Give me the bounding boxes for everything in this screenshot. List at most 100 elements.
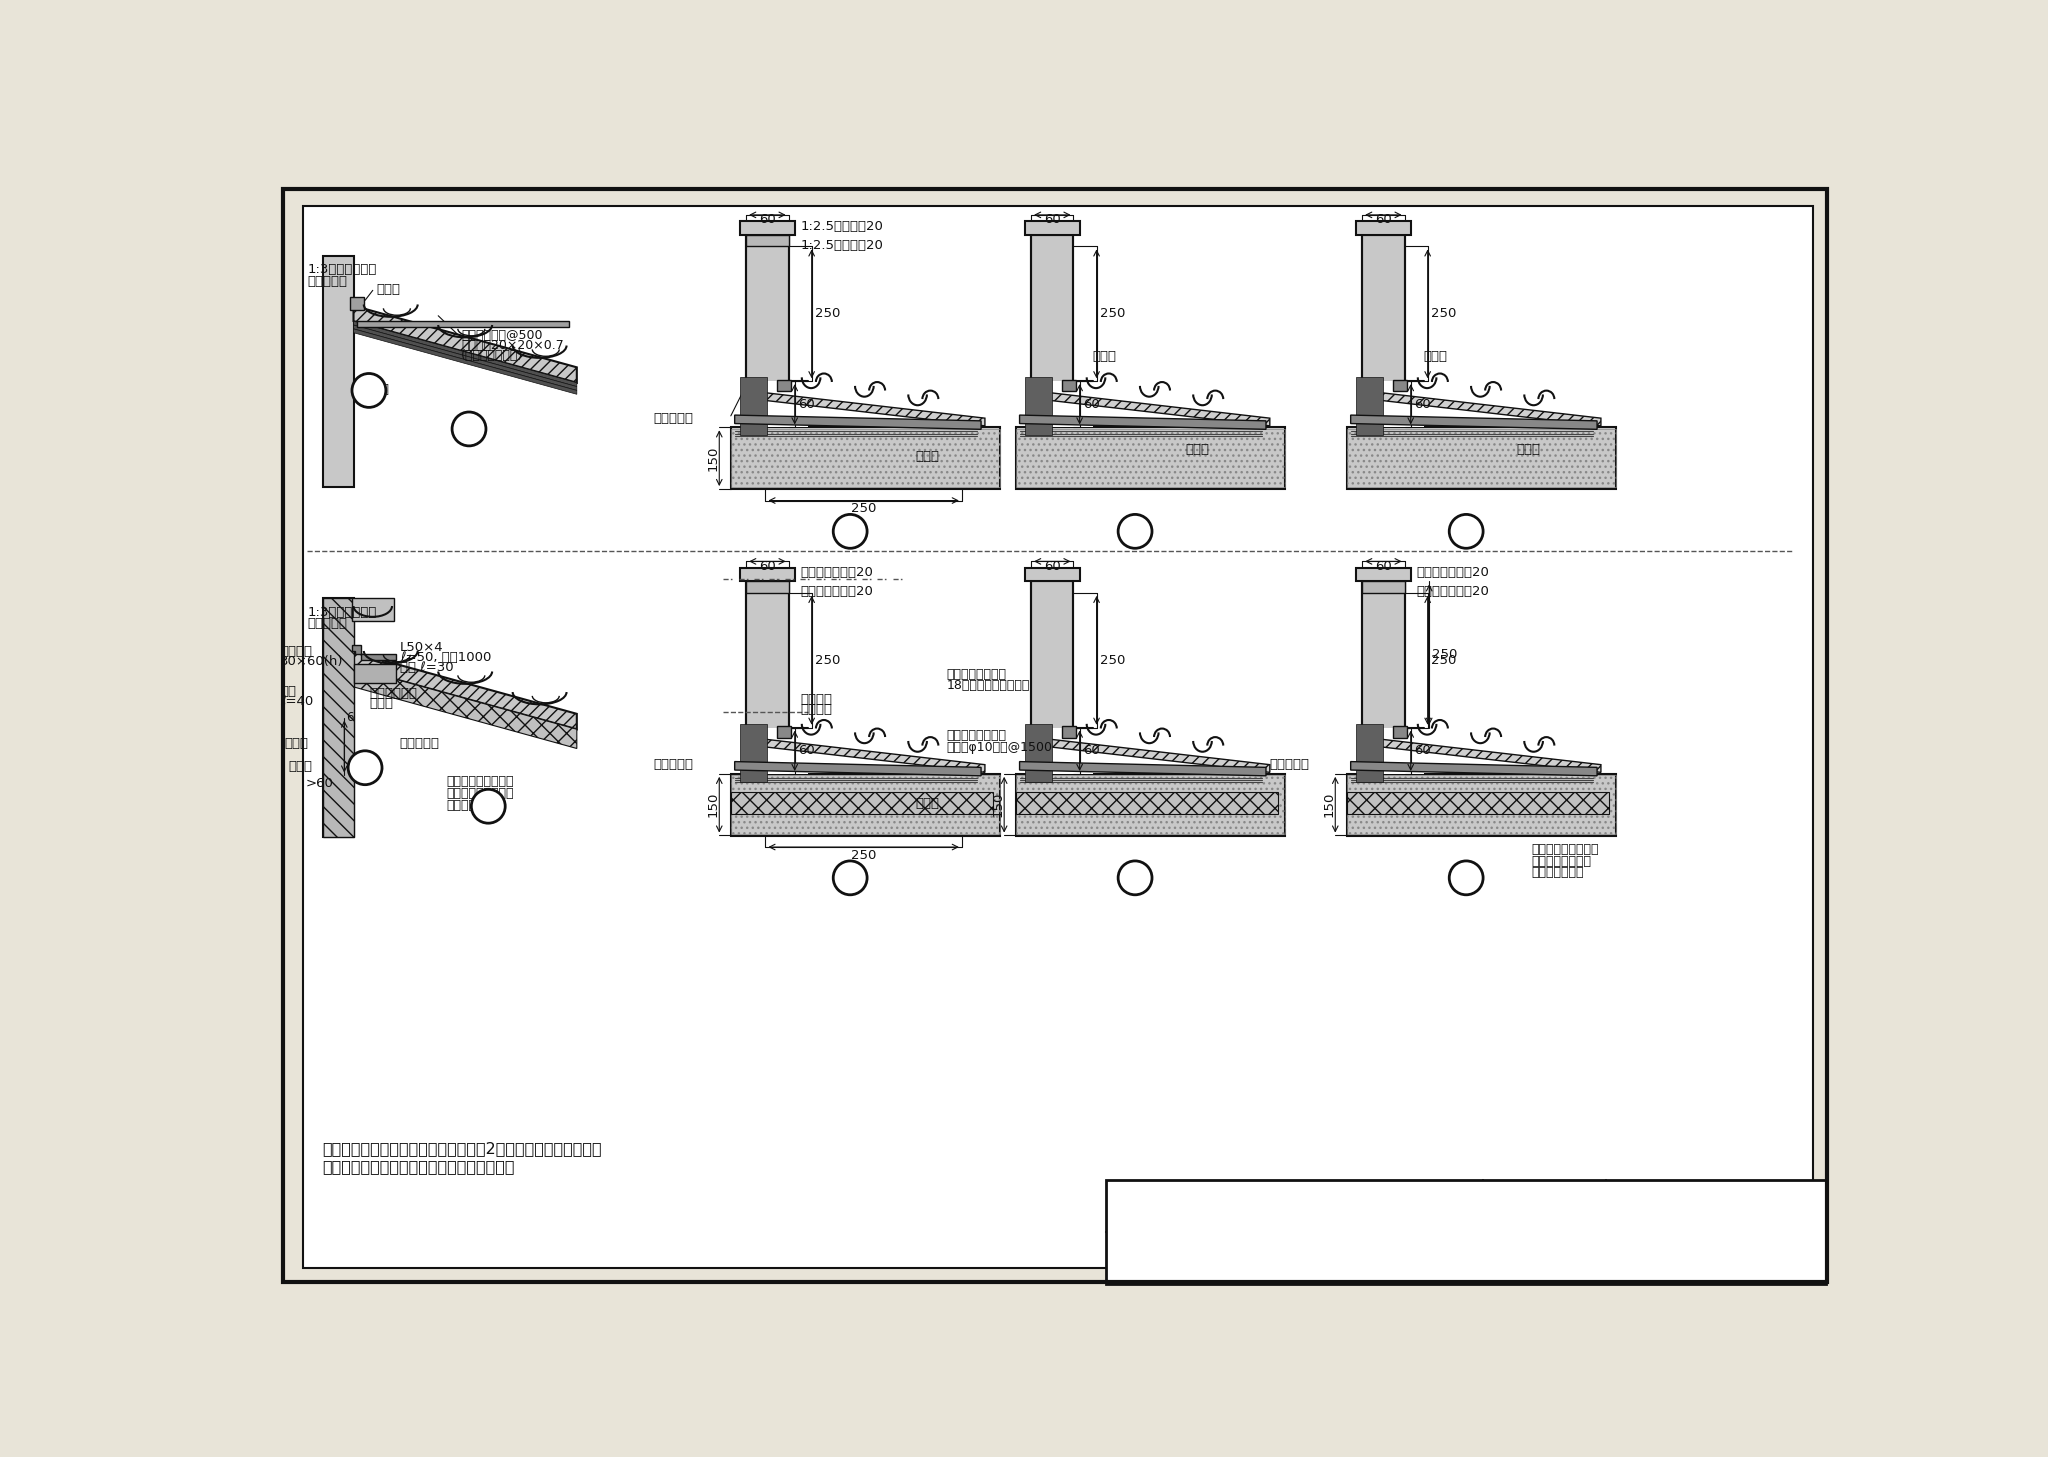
Bar [731,775,999,833]
Polygon shape [735,415,981,430]
Bar [1348,774,1616,835]
Text: 顺水条: 顺水条 [369,696,393,710]
Text: 顺水条: 顺水条 [365,383,389,396]
Text: >60: >60 [305,777,334,790]
Text: 挂瓦条: 挂瓦条 [377,283,401,296]
Text: 18号铜丝与挂瓦条绑牢: 18号铜丝与挂瓦条绑牢 [946,679,1030,692]
Text: 00J202-1: 00J202-1 [1612,1189,1702,1206]
Text: 1:3水泥砂浆卧瓦: 1:3水泥砂浆卧瓦 [307,264,377,277]
Text: L50×4: L50×4 [399,641,442,654]
Text: 外饰面厚度: 外饰面厚度 [399,737,440,750]
Text: 通长木条: 通长木条 [281,644,313,657]
Text: 150: 150 [991,793,1004,817]
Text: 防水层: 防水层 [915,450,940,463]
Circle shape [352,373,385,408]
Text: 有无防水层和找平层: 有无防水层和找平层 [446,775,514,788]
Bar [1348,775,1616,833]
Text: 附加防水层: 附加防水层 [1270,759,1311,772]
Text: 60: 60 [1044,559,1061,573]
Bar [1030,235,1073,427]
Text: 封槽瓦: 封槽瓦 [285,737,307,750]
Text: 聚合物水泥砂浆20: 聚合物水泥砂浆20 [1415,565,1489,578]
Polygon shape [1024,724,1053,781]
Circle shape [348,750,383,785]
Bar [354,664,395,683]
Text: 校对: 校对 [1235,1241,1251,1256]
Text: 8: 8 [1458,865,1475,890]
Polygon shape [735,762,981,775]
Bar [1030,727,1094,774]
Text: 3: 3 [842,519,858,543]
Text: 1: 1 [461,417,477,441]
Text: 圆钉 ℓ=30: 圆钉 ℓ=30 [399,661,453,675]
Text: 附加防水层: 附加防水层 [653,412,694,425]
Text: 山墙封槽瓦: 山墙封槽瓦 [307,275,348,288]
Bar [1356,568,1411,581]
Polygon shape [1024,377,1053,436]
Text: 25: 25 [1645,1240,1669,1257]
Text: 60: 60 [1044,213,1061,226]
Text: 圆钉: 圆钉 [281,685,297,698]
Text: 60: 60 [1083,745,1100,758]
Text: 60: 60 [1374,559,1393,573]
Text: 250: 250 [852,848,877,861]
Bar [1362,727,1423,774]
Text: 1:2.5水泥砂浆20: 1:2.5水泥砂浆20 [801,239,883,252]
Polygon shape [1051,739,1270,772]
Bar [1348,428,1616,488]
Bar [739,221,795,235]
Circle shape [1450,861,1483,895]
Text: 镀锌垫片20×20×0.7: 镀锌垫片20×20×0.7 [461,339,563,351]
Polygon shape [1016,793,1278,814]
Bar [731,427,999,490]
Bar [1030,382,1094,427]
Bar [356,321,569,328]
Bar [1016,427,1286,490]
Polygon shape [354,321,578,386]
Text: 有无防水层和找平层: 有无防水层和找平层 [1532,844,1599,857]
Bar [1393,380,1407,392]
Circle shape [453,412,485,446]
Bar [745,382,807,427]
Text: (涂膜防水层不钉): (涂膜防水层不钉) [461,348,524,361]
Text: 图集号: 图集号 [1532,1189,1559,1203]
Polygon shape [352,644,395,660]
Bar [1362,382,1423,427]
Text: ℓ=40: ℓ=40 [281,695,313,708]
Bar [731,774,999,835]
Text: A: A [358,758,373,777]
Text: 聚合物水泥砂浆20: 聚合物水泥砂浆20 [801,565,872,578]
Text: 聚合物水泥砂浆20: 聚合物水泥砂浆20 [801,586,872,599]
Bar [352,599,395,622]
Bar [1063,380,1075,392]
Bar [1393,726,1407,737]
Bar [1063,726,1075,737]
Text: 顺水条: 顺水条 [1186,443,1208,456]
Bar [324,599,354,836]
Text: 虚线示女: 虚线示女 [801,694,831,707]
Text: 审核: 审核 [1120,1241,1137,1256]
Polygon shape [1348,793,1608,814]
Text: 块瓦屋面泛水、山墙封檐: 块瓦屋面泛水、山墙封檐 [1221,1189,1368,1209]
Text: 250: 250 [1100,654,1124,667]
Bar [745,235,788,427]
Text: 见个体工程设计: 见个体工程设计 [1532,867,1583,880]
Polygon shape [354,667,578,749]
Polygon shape [766,739,985,772]
Bar [745,235,788,246]
Text: 7: 7 [1458,519,1475,543]
Text: 或有无保温隔热层: 或有无保温隔热层 [1532,855,1591,868]
Bar [776,726,791,737]
Text: 山墙封槽瓦: 山墙封槽瓦 [307,616,348,629]
Text: 60: 60 [760,213,776,226]
Text: 250: 250 [1432,307,1456,321]
Text: 250: 250 [1432,654,1456,667]
Bar [1362,235,1405,427]
Text: 个体工程设计: 个体工程设计 [446,798,492,812]
Text: 内预留φ10锚筋@1500: 内预留φ10锚筋@1500 [946,740,1053,753]
Text: 150: 150 [707,446,719,471]
Text: 外饰面: 外饰面 [289,761,311,774]
Polygon shape [739,377,768,436]
Bar [1348,427,1616,490]
Polygon shape [1020,762,1266,775]
